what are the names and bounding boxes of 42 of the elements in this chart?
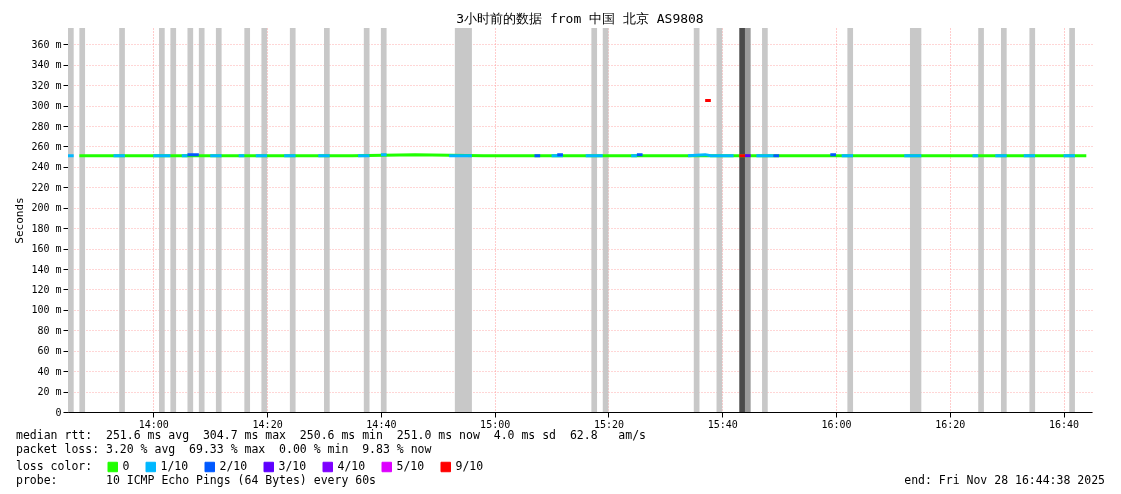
x-tick-label: 15:40 <box>707 418 738 430</box>
y-tick-label: 20 m <box>37 386 62 398</box>
y-tick-label: 360 m <box>31 38 62 50</box>
y-tick-label: 320 m <box>31 79 62 91</box>
y-tick-label: 80 m <box>37 324 62 336</box>
y-axis-title: Seconds <box>13 197 27 244</box>
x-tick-label: 14:00 <box>138 418 169 430</box>
x-tick-label: 16:40 <box>1049 418 1080 430</box>
y-tick-label: 260 m <box>31 140 62 152</box>
y-tick-label: 340 m <box>31 59 62 71</box>
y-tick-label: 300 m <box>31 100 62 112</box>
y-tick-label: 180 m <box>31 222 62 234</box>
y-tick-label: 0 <box>55 406 62 418</box>
y-tick-label: 120 m <box>31 283 62 295</box>
y-tick-label: 100 m <box>31 304 62 316</box>
legend-label: 9/10 <box>455 459 484 473</box>
chart-title: 3小时前的数据 from 中国 北京 AS9808 <box>456 11 704 26</box>
y-tick-label: 140 m <box>31 263 62 275</box>
y-tick-label: 40 m <box>37 365 62 377</box>
legend-title: loss color: <box>16 459 93 473</box>
text: probe: 10 ICMP Echo Pings (64 Bytes) every 60s <box>16 473 377 487</box>
x-tick-label: 14:40 <box>366 418 397 430</box>
x-tick-label: 15:00 <box>480 418 511 430</box>
text: packet loss: 3.20 % avg 69.33 % max 0.00 % min 9.83 % now <box>16 442 432 456</box>
legend-label: 3/10 <box>278 459 307 473</box>
y-tick-label: 280 m <box>31 120 62 132</box>
legend-label: 1/10 <box>160 459 189 473</box>
text: end: Fri Nov 28 16:44:38 2025 <box>904 473 1105 487</box>
x-tick-label: 16:00 <box>821 418 852 430</box>
legend-label: 0 <box>122 459 130 473</box>
x-tick-label: 15:20 <box>593 418 624 430</box>
legend-label: 2/10 <box>219 459 248 473</box>
y-tick-label: 200 m <box>31 202 62 214</box>
y-tick-label: 240 m <box>31 161 62 173</box>
x-tick-label: 16:20 <box>935 418 966 430</box>
y-tick-label: 160 m <box>31 243 62 255</box>
x-tick-label: 14:20 <box>252 418 283 430</box>
y-tick-label: 60 m <box>37 345 62 357</box>
text: median rtt: 251.6 ms avg 304.7 ms max 250.6 ms min 251.0 ms now 4.0 ms sd 62.8 am/s <box>16 428 647 442</box>
y-tick-label: 220 m <box>31 181 62 193</box>
legend-label: 4/10 <box>337 459 366 473</box>
legend-label: 5/10 <box>396 459 425 473</box>
